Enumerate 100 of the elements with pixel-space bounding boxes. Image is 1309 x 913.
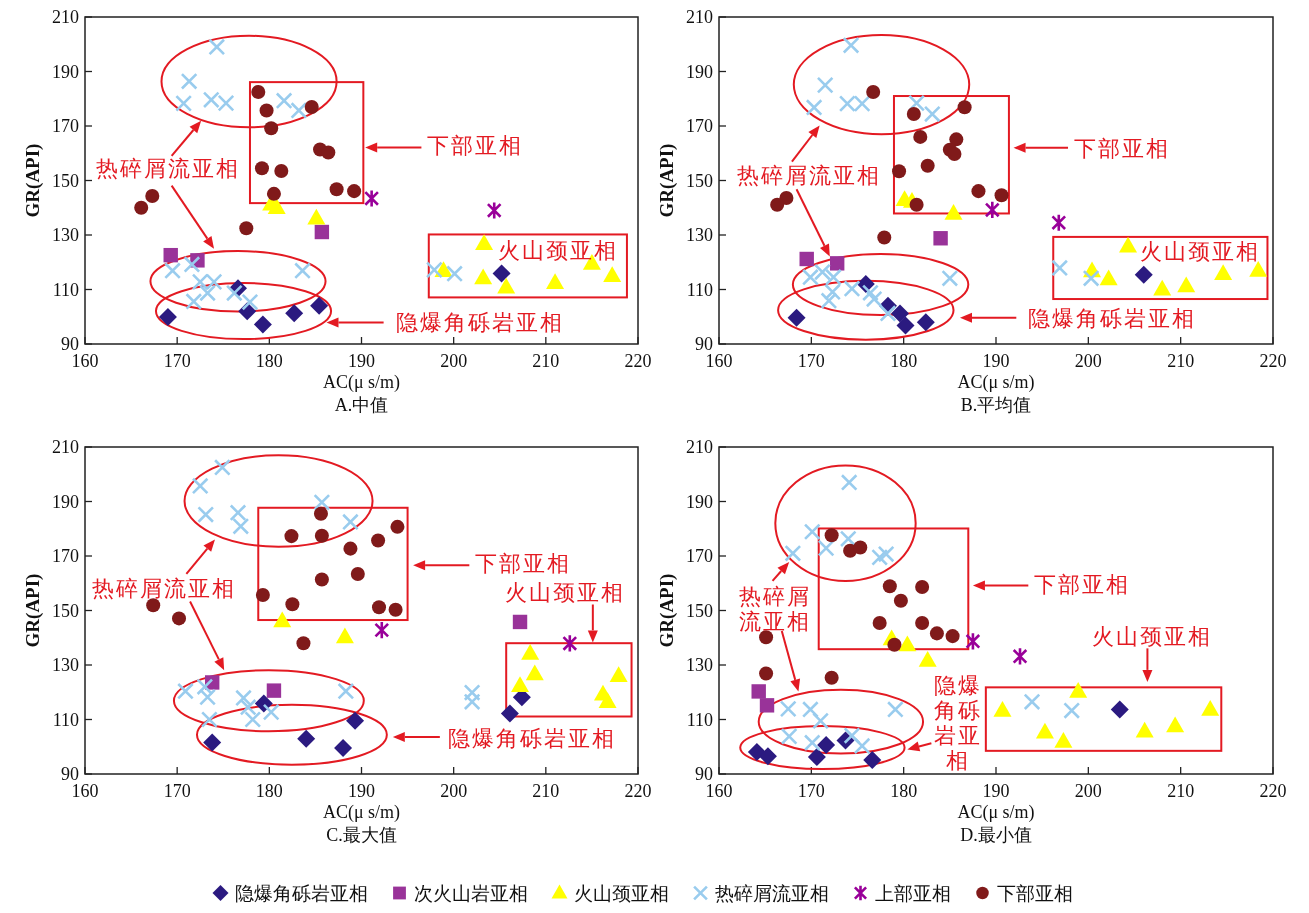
- point: [475, 234, 494, 251]
- point: [1051, 259, 1069, 277]
- point: [343, 541, 358, 556]
- point: [329, 182, 344, 197]
- point: [374, 620, 390, 640]
- point: [770, 197, 785, 212]
- point: [273, 611, 292, 628]
- y-tick-label: 110: [52, 279, 79, 300]
- point: [839, 530, 857, 548]
- point: [829, 256, 845, 271]
- point: [780, 727, 798, 745]
- point: [266, 683, 282, 698]
- point: [759, 630, 774, 645]
- point: [253, 315, 272, 334]
- point: [941, 269, 959, 287]
- point: [929, 626, 944, 641]
- annotation: 火山颈亚相: [505, 580, 626, 606]
- point: [191, 477, 209, 495]
- point: [871, 548, 889, 566]
- point: [1012, 646, 1028, 666]
- x-tick-label: 180: [255, 351, 283, 371]
- text: B.平均值: [960, 395, 1032, 415]
- x-tick-label: 220: [1259, 781, 1287, 801]
- point: [390, 519, 405, 534]
- point: [1069, 681, 1088, 698]
- x-tick-label: 180: [890, 781, 918, 801]
- point: [843, 280, 861, 298]
- point: [751, 684, 766, 699]
- x-tick-label: 160: [71, 351, 99, 371]
- point: [232, 517, 250, 535]
- x-tick-label: 200: [440, 351, 468, 371]
- point: [918, 650, 937, 667]
- x-tick-label: 170: [163, 351, 191, 371]
- point: [779, 700, 797, 718]
- x-tick-label: 210: [532, 351, 560, 371]
- point: [853, 540, 868, 555]
- x-tick-label: 210: [1167, 351, 1195, 371]
- point: [183, 255, 201, 273]
- point: [296, 636, 311, 651]
- point: [866, 84, 881, 99]
- point: [241, 293, 259, 311]
- point: [1110, 700, 1129, 719]
- y-tick-label: 130: [52, 655, 79, 675]
- point: [853, 737, 871, 755]
- point: [425, 261, 443, 279]
- x-tick-label: 200: [1074, 781, 1102, 801]
- point: [801, 700, 819, 718]
- point: [511, 676, 530, 693]
- point: [805, 98, 823, 116]
- x-tick-label: 170: [797, 781, 825, 801]
- point: [759, 698, 775, 713]
- x-tick-label: 170: [797, 351, 825, 371]
- legend-label: 次火山岩亚相: [413, 883, 528, 904]
- point: [965, 631, 981, 651]
- point: [1099, 269, 1118, 286]
- x-tick-label: 210: [532, 781, 560, 801]
- y-tick-label: 170: [686, 116, 713, 136]
- point: [492, 264, 511, 283]
- point: [886, 700, 904, 718]
- point: [759, 666, 774, 681]
- point: [896, 316, 915, 335]
- point: [146, 598, 161, 613]
- point: [923, 105, 941, 123]
- y-tick-label: 210: [52, 7, 79, 27]
- point: [229, 504, 247, 522]
- y-axis-title: GR(API): [22, 143, 44, 218]
- point: [984, 200, 1000, 220]
- point: [843, 727, 861, 745]
- y-tick-label: 130: [686, 655, 713, 675]
- point: [199, 688, 217, 706]
- point: [993, 701, 1012, 717]
- point: [915, 580, 930, 595]
- y-tick-label: 110: [686, 279, 713, 300]
- point: [546, 273, 565, 289]
- point: [824, 268, 842, 286]
- point: [840, 473, 858, 491]
- point: [314, 224, 330, 240]
- point: [512, 614, 528, 630]
- point: [801, 268, 819, 286]
- point: [787, 308, 806, 327]
- point: [1249, 260, 1268, 277]
- annotation: 热碎屑流亚相: [92, 575, 237, 601]
- point: [474, 268, 493, 285]
- point: [747, 742, 766, 761]
- point: [945, 629, 960, 644]
- x-tick-label: 190: [982, 351, 1010, 371]
- point: [180, 72, 198, 90]
- x-tick-label: 160: [705, 351, 733, 371]
- y-tick-label: 210: [686, 437, 713, 457]
- point: [872, 616, 887, 631]
- y-tick-label: 90: [695, 764, 713, 784]
- point: [913, 129, 928, 144]
- annotation: 火山颈亚相: [1092, 624, 1213, 650]
- point: [949, 132, 964, 147]
- point: [865, 290, 883, 308]
- annotation: 隐爆角砾岩亚相: [448, 726, 617, 752]
- point: [266, 186, 281, 201]
- point: [877, 545, 895, 563]
- point: [1177, 276, 1196, 293]
- y-axis-title: GR(API): [22, 573, 44, 648]
